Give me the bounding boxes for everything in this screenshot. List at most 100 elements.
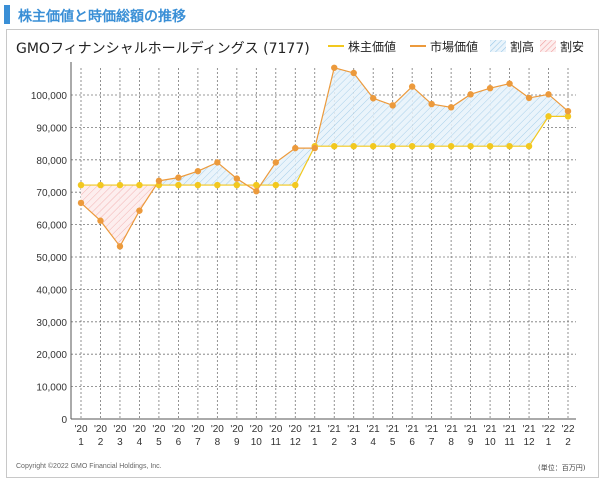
x-tick-label-year: '20 xyxy=(289,424,302,435)
x-tick-label-year: '21 xyxy=(406,424,419,435)
y-tick-label: 30,000 xyxy=(36,318,67,329)
x-tick-label-month: 1 xyxy=(312,437,318,448)
legend-hatch-icon xyxy=(490,40,506,52)
x-tick-label-year: '21 xyxy=(367,424,380,435)
premium-area xyxy=(431,104,452,147)
header-accent-bar xyxy=(4,5,10,24)
point-market-value xyxy=(564,108,572,115)
x-tick-label-month: 12 xyxy=(290,437,302,448)
point-market-value xyxy=(214,159,221,166)
x-tick-label-month: 2 xyxy=(98,437,104,448)
point-shareholder-value xyxy=(253,181,260,189)
point-shareholder-value xyxy=(389,142,396,150)
point-market-value xyxy=(97,217,104,224)
x-tick-label-month: 6 xyxy=(409,437,415,448)
x-tick-label-year: '21 xyxy=(425,424,438,435)
x-tick-label-month: 10 xyxy=(251,437,263,448)
y-tick-label: 70,000 xyxy=(36,188,67,199)
point-shareholder-value xyxy=(408,142,416,150)
x-tick-label-year: '20 xyxy=(211,424,224,435)
point-market-value xyxy=(350,69,357,77)
unit-note: (単位：百万円) xyxy=(538,464,586,472)
legend-label: 市場価値 xyxy=(430,40,479,54)
point-shareholder-value xyxy=(331,142,338,150)
x-tick-label-month: 9 xyxy=(468,437,474,448)
point-shareholder-value xyxy=(272,181,279,189)
x-tick-label-month: 6 xyxy=(176,437,182,448)
point-market-value xyxy=(545,91,552,98)
x-tick-label-year: '22 xyxy=(561,424,574,435)
x-tick-label-year: '21 xyxy=(445,424,458,435)
section-title: 株主価値と時価総額の推移 xyxy=(18,9,186,25)
chart-title: GMOフィナンシャルホールディングス (7177) xyxy=(16,41,310,57)
point-market-value xyxy=(175,174,182,181)
series-line-shareholder-value xyxy=(81,115,568,186)
point-market-value xyxy=(389,102,396,109)
legend-label: 割高 xyxy=(510,40,535,54)
x-tick-label-month: 3 xyxy=(117,437,123,448)
y-tick-label: 100,000 xyxy=(31,91,68,102)
discount-area xyxy=(119,185,140,247)
legend-label: 割安 xyxy=(560,40,585,54)
series-line-market-value xyxy=(80,67,569,248)
x-tick-label-year: '21 xyxy=(503,424,516,435)
premium-area xyxy=(529,94,549,147)
premium-area xyxy=(158,177,179,186)
x-tick-label-month: 4 xyxy=(137,437,143,448)
x-tick-label-year: '21 xyxy=(328,424,341,435)
point-shareholder-value xyxy=(292,181,299,189)
point-shareholder-value xyxy=(233,181,241,189)
x-tick-label-month: 8 xyxy=(215,437,221,448)
x-tick-label-month: 9 xyxy=(234,437,240,448)
point-market-value xyxy=(428,100,435,108)
y-tick-label: 20,000 xyxy=(36,350,67,361)
point-shareholder-value xyxy=(428,142,435,150)
x-tick-label-month: 7 xyxy=(429,437,435,448)
point-market-value xyxy=(194,167,202,175)
point-market-value xyxy=(292,144,299,152)
point-market-value xyxy=(370,95,377,102)
x-tick-label-year: '20 xyxy=(152,424,165,435)
point-market-value xyxy=(467,91,474,98)
x-tick-label-month: 2 xyxy=(565,437,571,448)
point-shareholder-value xyxy=(214,181,221,189)
y-tick-label: 90,000 xyxy=(36,123,67,134)
point-shareholder-value xyxy=(350,142,357,150)
point-shareholder-value xyxy=(116,181,124,189)
y-tick-label: 10,000 xyxy=(36,383,67,394)
y-tick-label: 0 xyxy=(61,415,67,426)
premium-area xyxy=(451,94,471,147)
y-tick-label: 60,000 xyxy=(36,221,67,232)
x-tick-label-year: '21 xyxy=(484,424,497,435)
x-tick-label-month: 11 xyxy=(271,437,282,448)
point-market-value xyxy=(136,207,143,214)
point-shareholder-value xyxy=(194,181,202,189)
x-tick-label-year: '21 xyxy=(308,424,321,435)
premium-area xyxy=(548,94,568,117)
point-shareholder-value xyxy=(370,142,377,150)
point-shareholder-value xyxy=(175,181,182,189)
point-market-value xyxy=(311,144,318,152)
point-shareholder-value xyxy=(77,181,85,189)
point-market-value xyxy=(155,177,163,185)
point-market-value xyxy=(116,243,124,250)
x-tick-label-month: 8 xyxy=(448,437,454,448)
premium-area xyxy=(373,98,393,147)
point-shareholder-value xyxy=(545,113,552,120)
legend-line-icon xyxy=(328,45,344,47)
point-market-value xyxy=(408,83,416,90)
point-market-value xyxy=(447,104,455,111)
x-tick-label-year: '20 xyxy=(250,424,263,435)
premium-area xyxy=(470,88,491,147)
legend-hatch-icon xyxy=(540,40,556,52)
x-tick-label-month: 5 xyxy=(390,437,396,448)
x-tick-label-month: 2 xyxy=(331,437,337,448)
point-market-value xyxy=(253,188,260,195)
point-market-value xyxy=(506,80,513,87)
point-shareholder-value xyxy=(467,142,474,150)
x-tick-label-year: '20 xyxy=(113,424,126,435)
premium-area xyxy=(197,162,218,186)
point-market-value xyxy=(272,159,279,166)
premium-area xyxy=(334,67,354,147)
x-tick-label-month: 7 xyxy=(195,437,201,448)
